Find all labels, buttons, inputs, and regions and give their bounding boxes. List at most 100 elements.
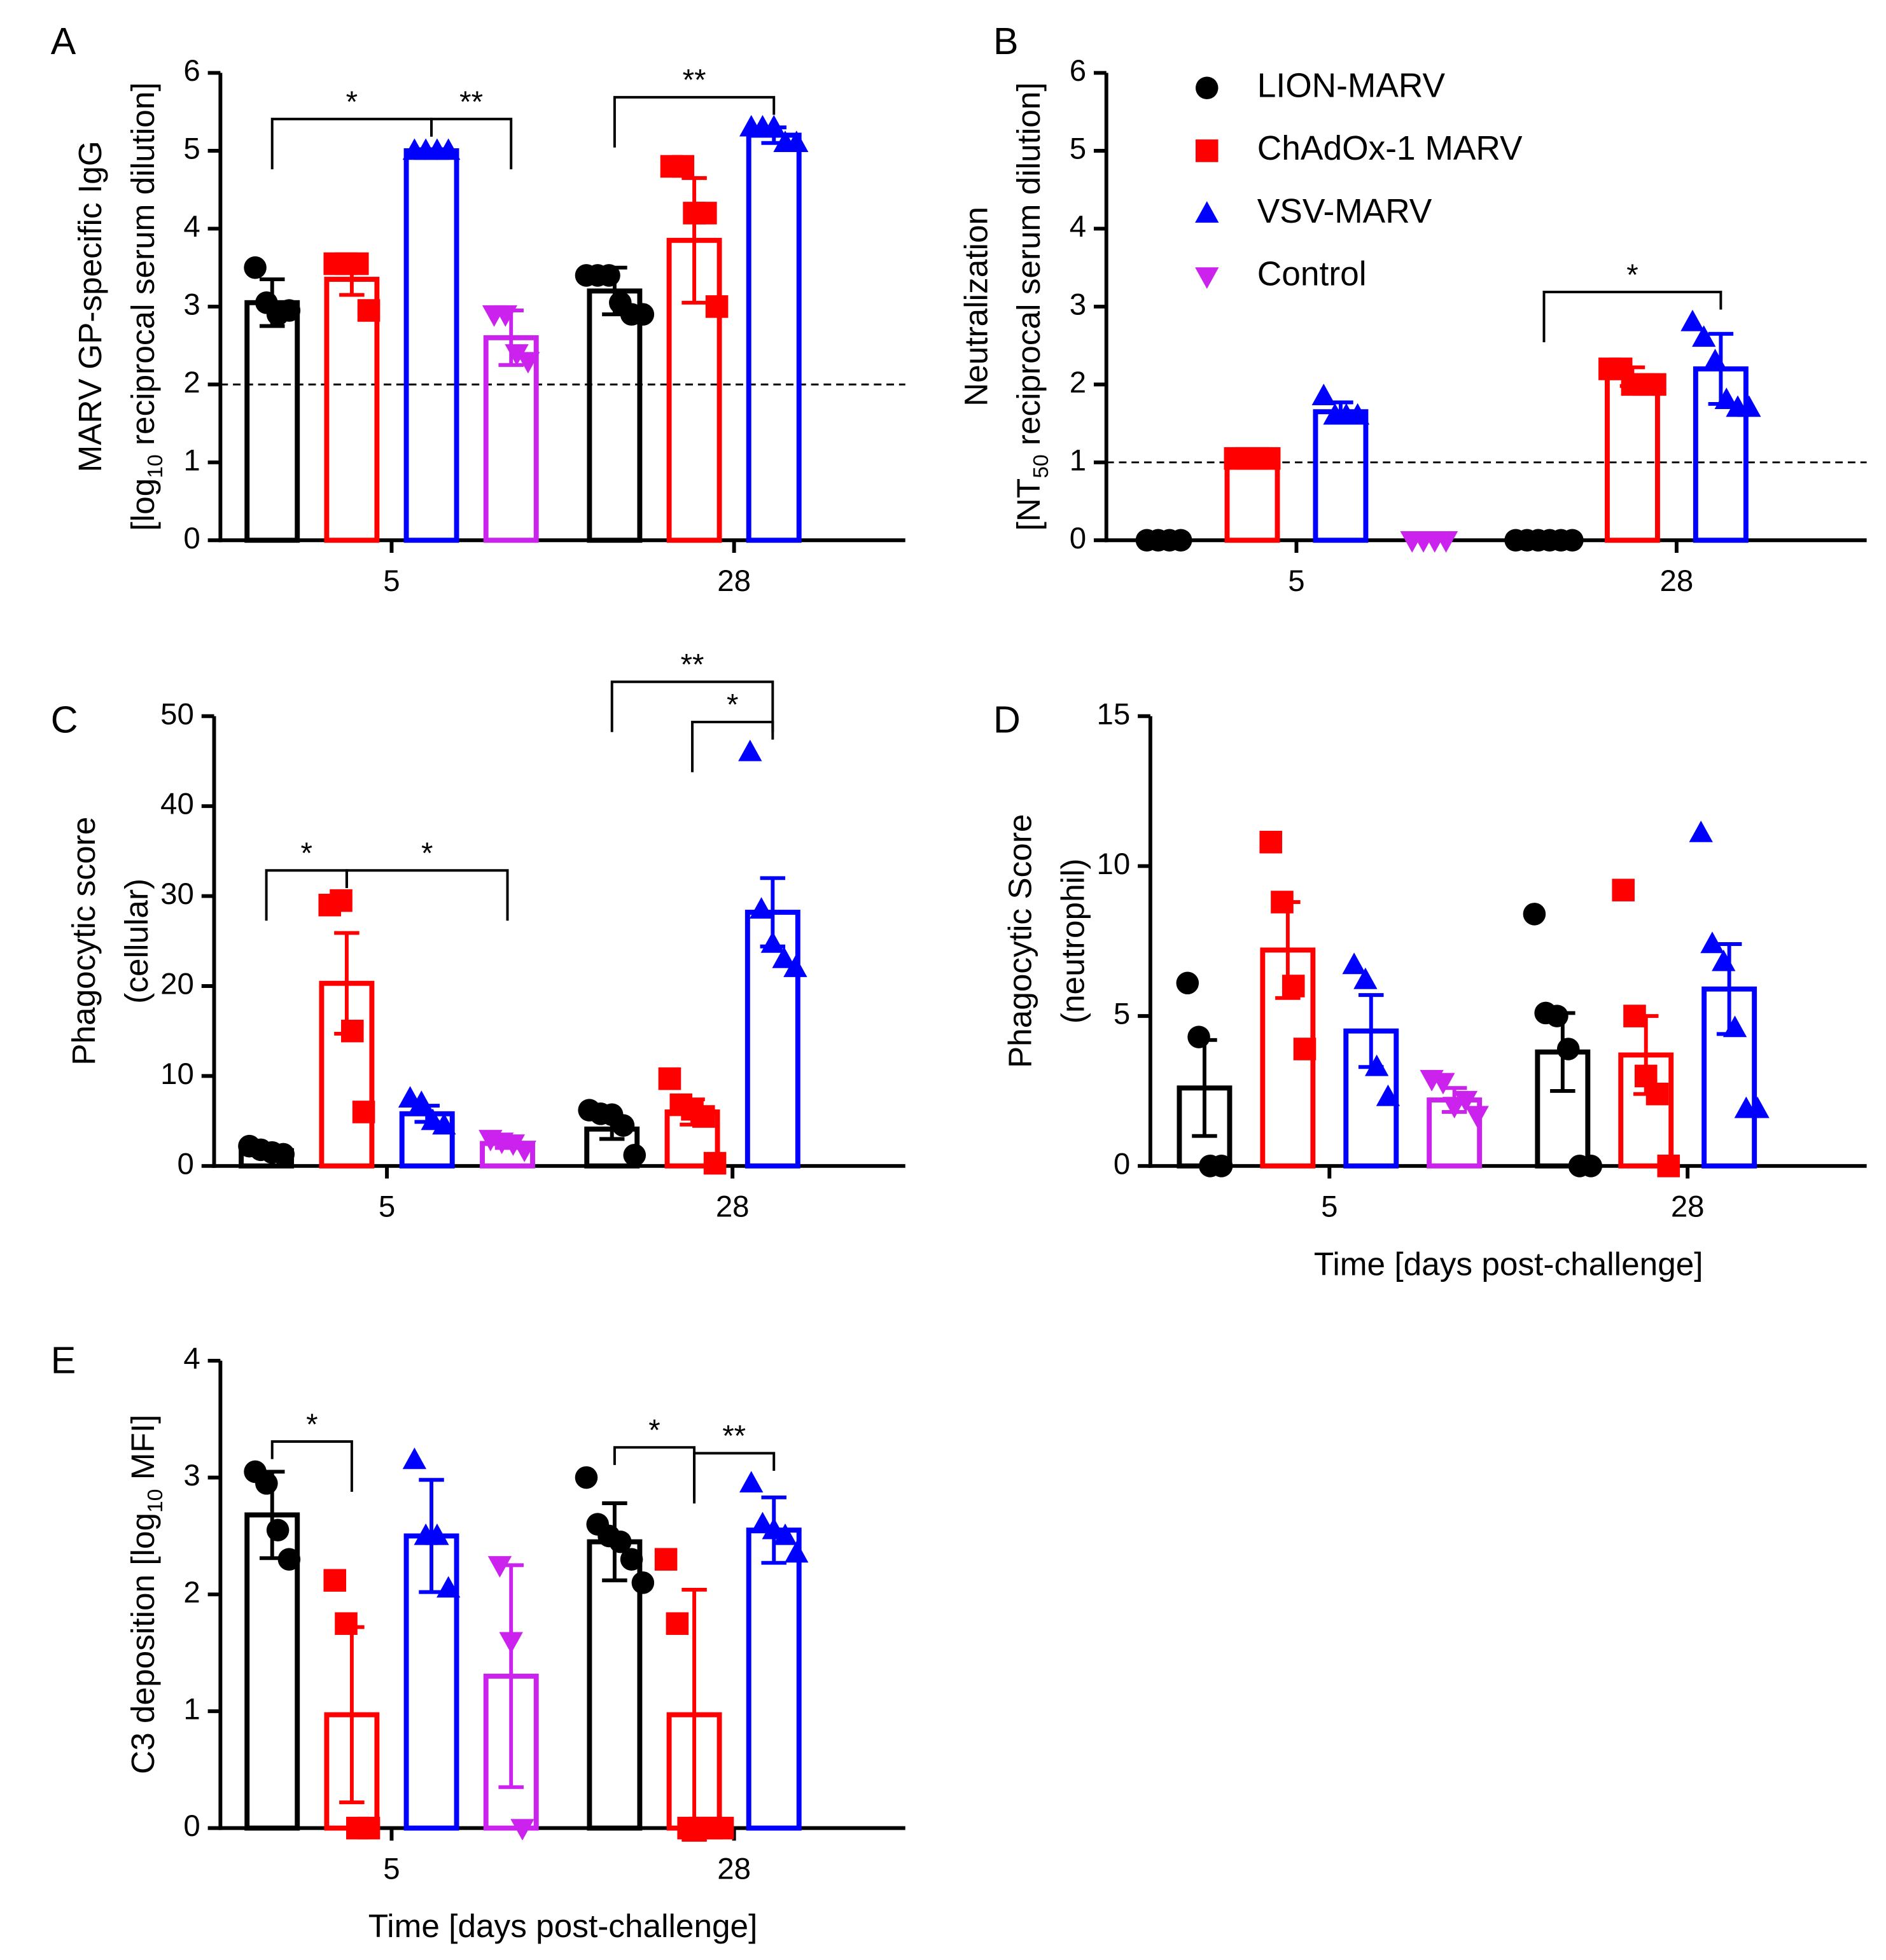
legend-label: ChAdOx-1 MARV bbox=[1257, 130, 1523, 167]
legend-marker bbox=[1195, 76, 1219, 100]
bar bbox=[1224, 455, 1280, 543]
y-tick-label: 2 bbox=[1070, 366, 1086, 400]
y-tick-label: 0 bbox=[1114, 1147, 1130, 1181]
data-point bbox=[575, 1466, 598, 1489]
significance-label: * bbox=[648, 1414, 660, 1447]
data-point bbox=[402, 1447, 427, 1470]
significance-label: ** bbox=[681, 648, 704, 682]
data-point bbox=[705, 295, 729, 318]
data-point bbox=[357, 299, 381, 322]
data-point bbox=[1680, 309, 1705, 331]
significance-label: * bbox=[301, 837, 312, 870]
legend-label: LION-MARV bbox=[1257, 67, 1446, 104]
data-point bbox=[1169, 529, 1192, 552]
data-point bbox=[1556, 1038, 1580, 1060]
bar bbox=[403, 148, 459, 543]
data-point bbox=[1657, 1155, 1680, 1178]
data-point bbox=[609, 1530, 632, 1553]
data-point bbox=[277, 1548, 301, 1571]
subscript: 10 bbox=[144, 1489, 167, 1513]
y-tick-label: 3 bbox=[183, 288, 200, 321]
data-point bbox=[1465, 1106, 1489, 1128]
legend-label: VSV-MARV bbox=[1257, 193, 1432, 230]
data-point bbox=[671, 155, 695, 178]
data-point bbox=[1431, 1073, 1455, 1095]
y-axis-label: (cellular) bbox=[118, 879, 155, 1004]
data-point bbox=[272, 1143, 295, 1166]
y-tick-label: 1 bbox=[183, 1692, 200, 1726]
y-tick-label: 1 bbox=[1070, 443, 1086, 477]
panel-label: D bbox=[993, 698, 1021, 740]
data-point bbox=[1282, 975, 1305, 997]
y-tick-label: 4 bbox=[183, 1342, 200, 1375]
data-point bbox=[357, 1816, 381, 1840]
bar bbox=[1604, 374, 1660, 543]
data-point bbox=[1293, 1038, 1317, 1060]
y-axis-label: Phagocytic Score bbox=[1002, 814, 1038, 1069]
significance-bracket bbox=[613, 1446, 696, 1498]
data-point bbox=[1722, 1015, 1747, 1038]
label-part: MFI] bbox=[124, 1415, 160, 1489]
data-point bbox=[277, 299, 301, 322]
label-part: Phagocytic Score bbox=[1002, 814, 1038, 1069]
data-point bbox=[1257, 447, 1281, 470]
significance-bracket bbox=[345, 869, 509, 921]
data-point bbox=[1561, 529, 1584, 552]
bar bbox=[746, 1527, 802, 1831]
y-tick-label: 0 bbox=[178, 1147, 194, 1181]
data-point bbox=[1712, 949, 1736, 971]
data-point bbox=[738, 739, 762, 761]
data-point bbox=[1187, 1025, 1210, 1048]
y-axis-label: Neutralization bbox=[958, 207, 994, 407]
label-part: reciprocal serum dilution] bbox=[1010, 82, 1047, 454]
data-point bbox=[346, 252, 369, 275]
data-point bbox=[760, 931, 785, 953]
bar bbox=[746, 132, 802, 543]
y-tick-label: 6 bbox=[183, 54, 200, 88]
y-tick-label: 3 bbox=[1070, 288, 1086, 321]
bar bbox=[587, 288, 643, 543]
x-axis-label: Time [days post-challenge] bbox=[368, 1908, 758, 1944]
x-tick-label: 28 bbox=[716, 1190, 750, 1223]
data-point bbox=[749, 897, 774, 919]
y-tick-label: 50 bbox=[160, 697, 194, 731]
data-point bbox=[510, 1819, 534, 1841]
subscript: 10 bbox=[144, 454, 167, 478]
x-tick-label: 5 bbox=[1321, 1190, 1338, 1223]
x-tick-label: 28 bbox=[717, 564, 751, 598]
data-point bbox=[772, 947, 796, 968]
data-point bbox=[1453, 1090, 1478, 1113]
data-point bbox=[1523, 903, 1546, 926]
data-point bbox=[1176, 971, 1199, 995]
data-point bbox=[323, 1569, 347, 1592]
y-tick-label: 2 bbox=[183, 366, 200, 400]
label-part: [NT bbox=[1010, 478, 1047, 531]
error-bar bbox=[681, 176, 707, 305]
data-point bbox=[501, 1134, 526, 1156]
x-tick-label: 28 bbox=[717, 1852, 751, 1886]
data-point bbox=[341, 1019, 364, 1043]
significance-label: ** bbox=[459, 85, 483, 119]
data-point bbox=[487, 1556, 512, 1578]
significance-label: ** bbox=[683, 64, 706, 97]
x-tick-label: 28 bbox=[1660, 564, 1694, 598]
data-point bbox=[631, 1571, 655, 1594]
data-point bbox=[762, 115, 786, 137]
data-point bbox=[597, 264, 620, 287]
x-tick-label: 5 bbox=[383, 564, 400, 598]
data-point bbox=[611, 1114, 635, 1137]
data-point bbox=[1434, 531, 1458, 553]
y-tick-label: 4 bbox=[183, 210, 200, 244]
data-point bbox=[1700, 931, 1724, 954]
y-tick-label: 20 bbox=[160, 967, 194, 1001]
significance-label: * bbox=[421, 837, 433, 870]
data-point bbox=[1623, 1004, 1646, 1027]
panel-label: B bbox=[993, 20, 1019, 62]
label-part: MARV GP-specific IgG bbox=[71, 141, 108, 472]
subscript: 50 bbox=[1030, 454, 1054, 478]
data-point bbox=[711, 1816, 734, 1840]
label-part: C3 deposition [log bbox=[124, 1513, 160, 1774]
data-point bbox=[1364, 1054, 1389, 1076]
significance-bracket bbox=[610, 680, 774, 732]
